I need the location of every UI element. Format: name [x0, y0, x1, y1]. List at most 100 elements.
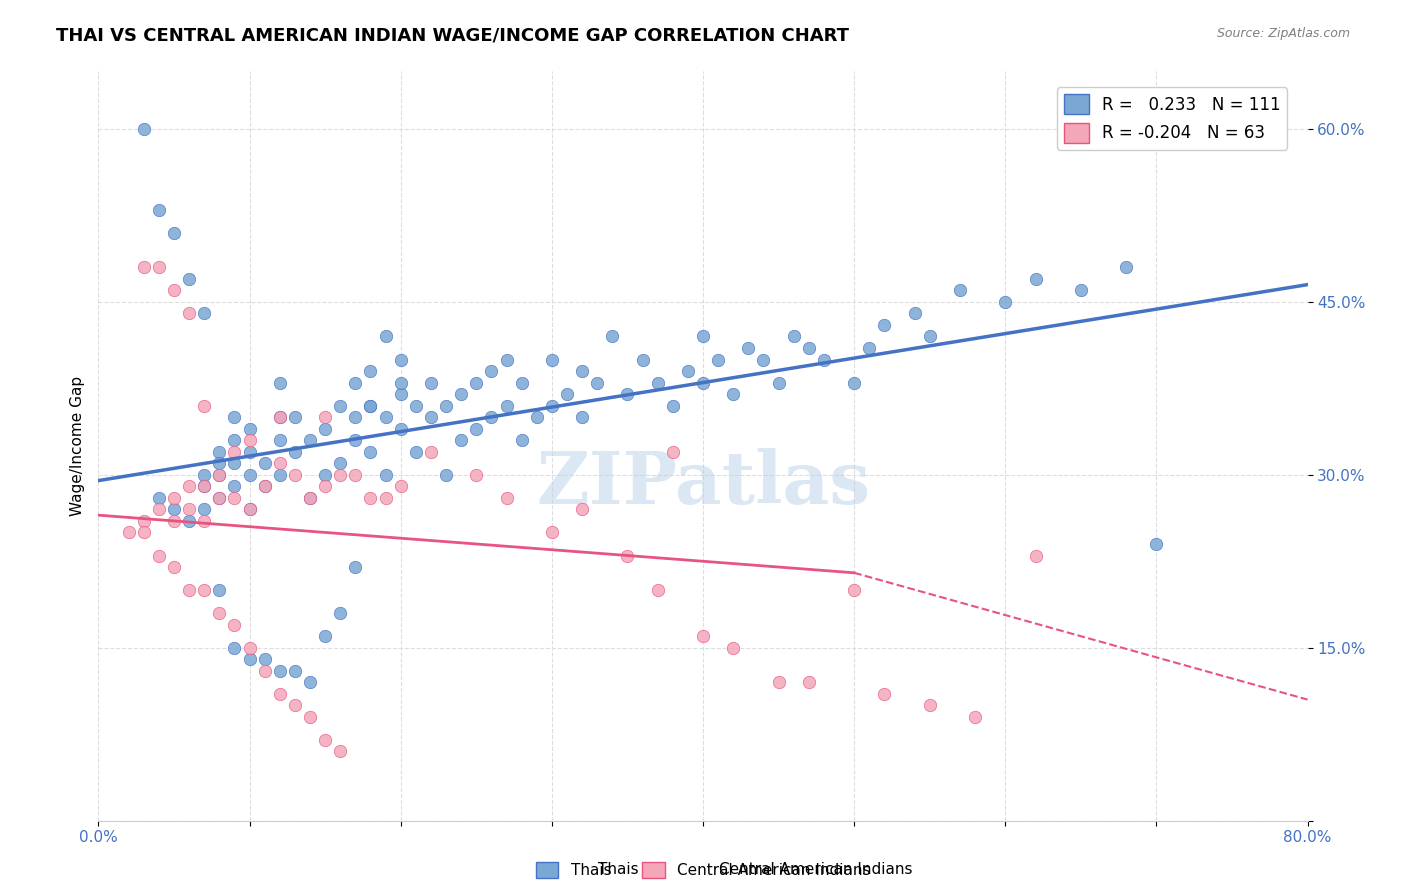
Point [374, 491, 396, 505]
Point [389, 352, 412, 367]
Point [360, 491, 382, 505]
Point [768, 376, 790, 390]
Point [844, 583, 866, 598]
Point [389, 422, 412, 436]
Point [949, 284, 972, 298]
Point [344, 467, 367, 482]
Point [329, 456, 352, 470]
Point [344, 434, 367, 448]
Point [224, 444, 246, 458]
Text: Thais: Thais [599, 863, 638, 877]
Point [374, 467, 396, 482]
Point [434, 467, 457, 482]
Point [1144, 537, 1167, 551]
Point [132, 514, 155, 528]
Point [571, 502, 593, 516]
Point [239, 652, 262, 666]
Point [647, 583, 669, 598]
Point [389, 387, 412, 401]
Point [329, 606, 352, 620]
Point [193, 583, 215, 598]
Point [420, 376, 443, 390]
Point [163, 226, 186, 240]
Point [420, 410, 443, 425]
Point [224, 456, 246, 470]
Text: Source: ZipAtlas.com: Source: ZipAtlas.com [1216, 27, 1350, 40]
Point [918, 698, 941, 713]
Point [224, 410, 246, 425]
Point [163, 284, 186, 298]
Point [374, 329, 396, 343]
Point [797, 341, 820, 355]
Point [858, 341, 880, 355]
Point [723, 640, 745, 655]
Point [344, 410, 367, 425]
Point [481, 364, 503, 378]
Point [389, 479, 412, 493]
Point [148, 502, 170, 516]
Point [314, 733, 336, 747]
Point [314, 410, 336, 425]
Point [481, 410, 503, 425]
Point [239, 502, 262, 516]
Point [208, 583, 231, 598]
Point [269, 410, 291, 425]
Point [239, 422, 262, 436]
Point [510, 376, 533, 390]
Point [450, 434, 472, 448]
Point [163, 514, 186, 528]
Point [208, 491, 231, 505]
Point [616, 549, 638, 563]
Point [797, 675, 820, 690]
Point [465, 422, 488, 436]
Point [602, 329, 624, 343]
Point [360, 399, 382, 413]
Point [737, 341, 759, 355]
Point [132, 260, 155, 275]
Point [163, 491, 186, 505]
Point [314, 467, 336, 482]
Point [179, 306, 201, 320]
Point [193, 479, 215, 493]
Point [360, 364, 382, 378]
Point [239, 444, 262, 458]
Text: THAI VS CENTRAL AMERICAN INDIAN WAGE/INCOME GAP CORRELATION CHART: THAI VS CENTRAL AMERICAN INDIAN WAGE/INC… [56, 27, 849, 45]
Point [299, 675, 322, 690]
Point [586, 376, 609, 390]
Point [571, 410, 593, 425]
Point [253, 456, 276, 470]
Point [269, 410, 291, 425]
Point [299, 491, 322, 505]
Point [224, 434, 246, 448]
Point [344, 560, 367, 574]
Point [299, 710, 322, 724]
Point [1115, 260, 1137, 275]
Point [420, 444, 443, 458]
Point [148, 260, 170, 275]
Point [193, 479, 215, 493]
Point [193, 306, 215, 320]
Point [284, 664, 307, 678]
Point [314, 422, 336, 436]
Point [405, 399, 427, 413]
Point [193, 514, 215, 528]
Point [344, 376, 367, 390]
Point [329, 744, 352, 758]
Point [965, 710, 987, 724]
Point [208, 606, 231, 620]
Point [148, 549, 170, 563]
Point [692, 329, 714, 343]
Point [389, 376, 412, 390]
Point [510, 434, 533, 448]
Point [284, 698, 307, 713]
Point [707, 352, 730, 367]
Point [661, 444, 683, 458]
Point [1070, 284, 1092, 298]
Point [571, 364, 593, 378]
Point [299, 491, 322, 505]
Point [434, 399, 457, 413]
Point [208, 456, 231, 470]
Point [284, 444, 307, 458]
Point [555, 387, 578, 401]
Point [360, 399, 382, 413]
